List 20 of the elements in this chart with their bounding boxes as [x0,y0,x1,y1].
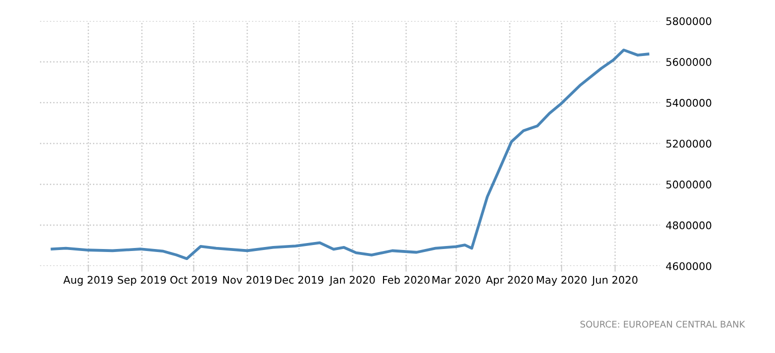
x-tick-label: Mar 2020 [432,276,480,284]
y-tick-label: 5600000 [666,58,712,66]
line-series [50,48,650,260]
x-tick-label: Apr 2020 [486,276,533,286]
x-tick-label: Jun 2020 [592,276,638,286]
x-tick-label: Nov 2019 [223,276,272,284]
x-tick-label: Oct 2019 [170,276,217,284]
x-tick-label: Feb 2020 [383,276,430,284]
y-tick-label: 5000000 [666,180,712,188]
x-tick-label: Dec 2019 [275,276,324,284]
y-tick-label: 4800000 [666,221,712,230]
x-tick-label: Sep 2019 [118,276,166,286]
x-tick-label: Aug 2019 [63,276,113,286]
y-tick-label: 5800000 [666,17,712,26]
x-tick-label: Jan 2020 [329,276,375,286]
y-tick-label: 5400000 [666,98,712,107]
x-tick-label: May 2020 [536,276,587,286]
y-tick-label: 5200000 [666,140,712,148]
source-note: SOURCE: EUROPEAN CENTRAL BANK [580,320,746,328]
y-tick-label: 4600000 [666,262,712,270]
